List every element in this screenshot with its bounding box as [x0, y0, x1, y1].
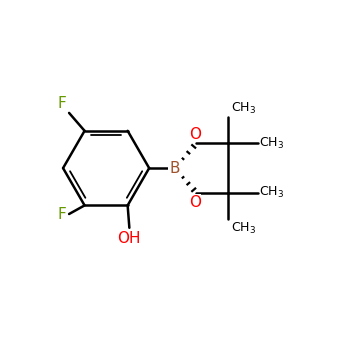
Text: CH$_3$: CH$_3$: [231, 101, 256, 116]
Text: F: F: [58, 96, 66, 111]
Text: F: F: [58, 206, 66, 222]
Text: CH$_3$: CH$_3$: [231, 220, 256, 236]
Text: CH$_3$: CH$_3$: [259, 136, 285, 151]
Text: CH$_3$: CH$_3$: [259, 186, 285, 201]
Text: O: O: [189, 127, 201, 142]
Text: OH: OH: [118, 231, 141, 246]
Text: B: B: [170, 161, 180, 176]
Text: O: O: [189, 195, 201, 210]
